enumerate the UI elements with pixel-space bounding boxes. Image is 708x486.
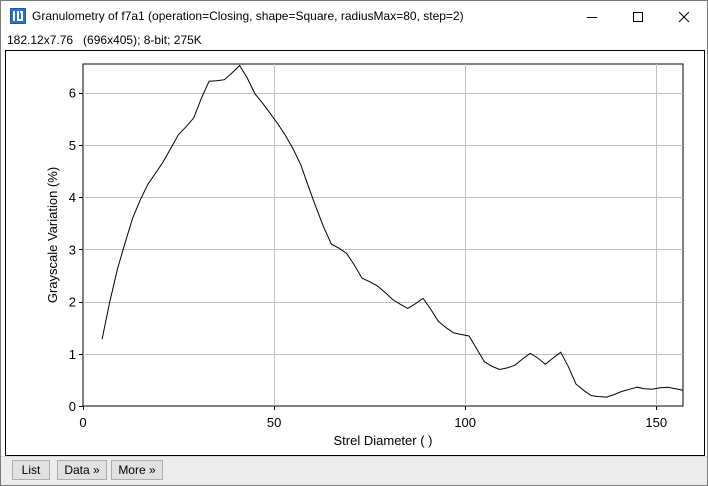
minimize-button[interactable] — [569, 1, 615, 32]
series-line — [101, 64, 684, 398]
data-button[interactable]: Data » — [57, 460, 107, 480]
x-tick-label: 100 — [454, 415, 476, 430]
grid — [83, 64, 683, 406]
more-button[interactable]: More » — [111, 460, 163, 480]
y-tick-label: 5 — [69, 138, 76, 153]
y-tick-label: 0 — [69, 399, 76, 414]
imagej-app-icon — [10, 8, 26, 24]
list-button[interactable]: List — [12, 460, 50, 480]
x-tick-label: 150 — [645, 415, 667, 430]
y-tick-label: 2 — [69, 295, 76, 310]
button-bar: List Data » More » — [1, 456, 707, 485]
image-info: 182.12x7.76 (696x405); 8-bit; 275K — [7, 33, 202, 47]
y-axis-label: Grayscale Variation (%) — [45, 167, 60, 303]
granulometry-chart: 0 50 100 150 0 1 2 3 4 5 6 Grayscale Variation (%)… — [45, 63, 684, 448]
title-bar[interactable]: Granulometry of f7a1 (operation=Closing,… — [1, 1, 707, 32]
y-tick-label: 3 — [69, 242, 76, 257]
window-title: Granulometry of f7a1 (operation=Closing,… — [32, 9, 464, 23]
x-tick-label: 50 — [267, 415, 281, 430]
plot-area[interactable]: 0 50 100 150 0 1 2 3 4 5 6 Grayscale Variation (%)… — [5, 50, 705, 456]
maximize-icon — [633, 11, 643, 22]
plot-border — [82, 63, 684, 407]
x-tick-label: 0 — [79, 415, 86, 430]
close-button[interactable] — [661, 1, 707, 32]
axis-ticks: 0 50 100 150 0 1 2 3 4 5 6 — [69, 86, 667, 430]
x-axis-label: Strel Diameter ( ) — [334, 433, 433, 448]
y-tick-label: 6 — [69, 86, 76, 101]
maximize-button[interactable] — [615, 1, 661, 32]
y-tick-label: 1 — [69, 347, 76, 362]
minimize-icon — [587, 16, 597, 18]
close-icon — [678, 11, 690, 22]
y-tick-label: 4 — [69, 190, 76, 205]
